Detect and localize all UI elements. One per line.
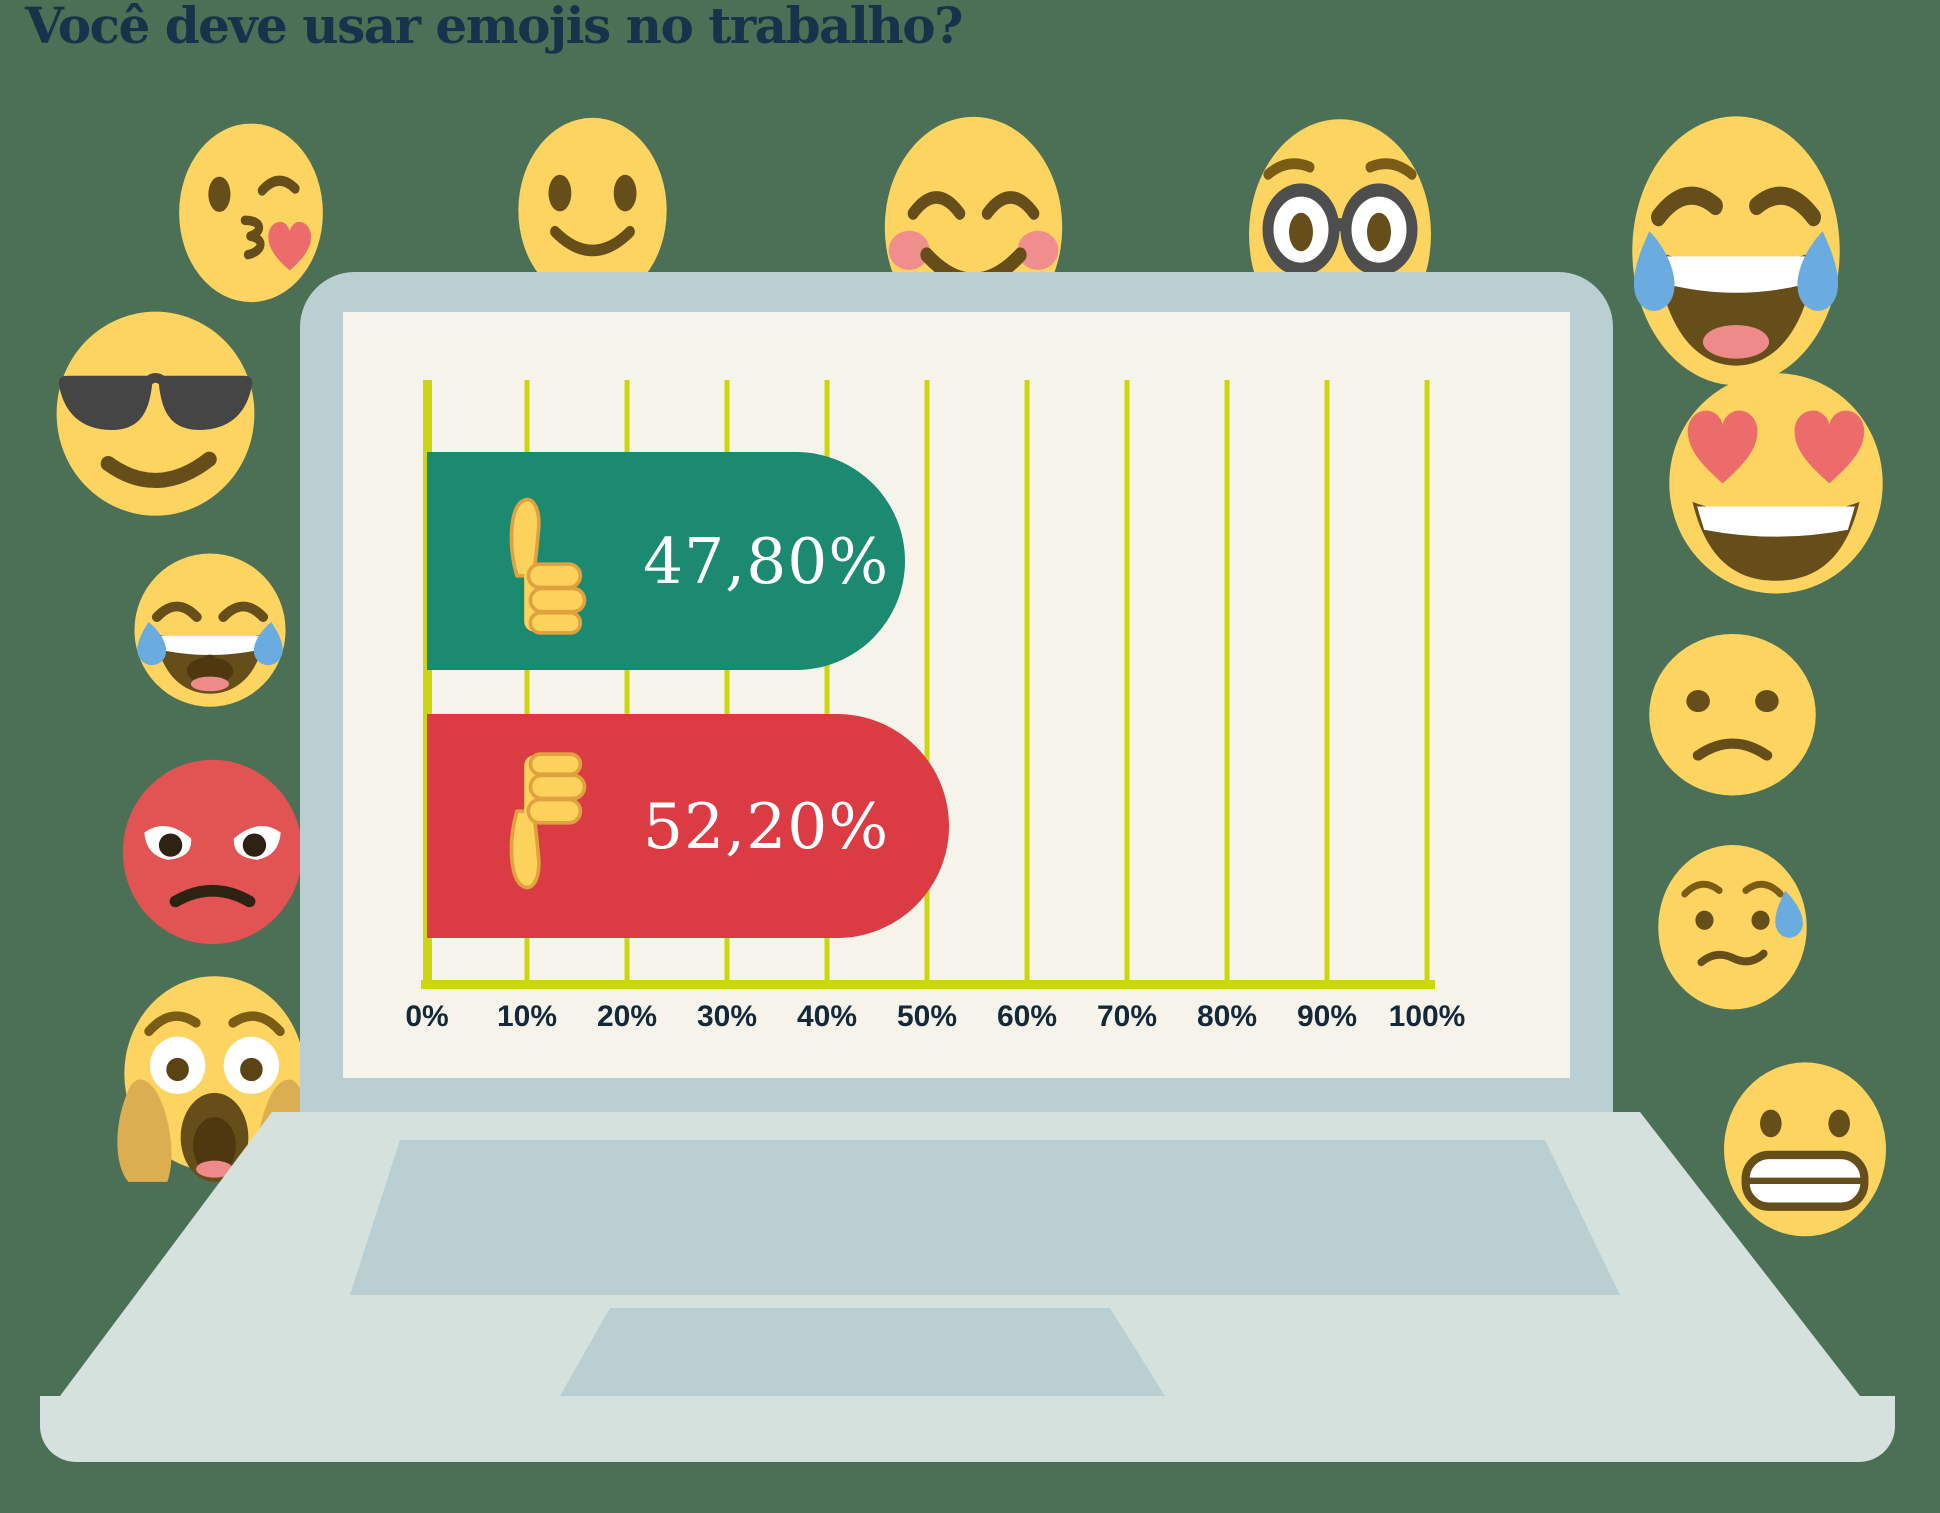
sad-but-relieved-face-icon <box>1650 838 1815 1013</box>
chart-plot-area: 47,80% 52,20% <box>421 380 1435 989</box>
x-axis-tick-label: 80% <box>1196 1000 1258 1033</box>
x-axis-ticks: 0% 10% 20% 30% 40% 50% 60% 70% 80% 90% 100% <box>405 1000 1465 1040</box>
x-axis-tick-label: 0% <box>405 1000 449 1033</box>
angry-face-icon <box>115 753 310 947</box>
laughing-face-with-tears-icon <box>127 547 293 710</box>
gridline <box>824 380 830 980</box>
gridline <box>1324 380 1330 980</box>
gridline <box>1424 380 1430 980</box>
y-axis-line <box>423 380 432 989</box>
page-title: Você deve usar emojis no trabalho? <box>25 0 963 55</box>
x-axis-line <box>421 980 1435 989</box>
laptop-base <box>40 1396 1895 1462</box>
grimacing-face-icon <box>1715 1055 1895 1240</box>
laptop-trackpad <box>560 1308 1165 1396</box>
x-axis-tick-label: 10% <box>496 1000 558 1033</box>
gridline <box>1224 380 1230 980</box>
gridline <box>524 380 530 980</box>
x-axis-tick-label: 90% <box>1296 1000 1358 1033</box>
gridline <box>1124 380 1130 980</box>
laptop-screen: 47,80% 52,20% 0% 10% 20% 30% 40% 50% 60% 70% 80%… <box>343 312 1570 1078</box>
frowning-face-icon <box>1642 628 1823 798</box>
bar-value-label-down: 52,20% <box>643 789 890 863</box>
x-axis-tick-label: 30% <box>696 1000 758 1033</box>
slightly-smiling-face-icon <box>511 112 674 305</box>
gridline <box>924 380 930 980</box>
smiling-face-with-sunglasses-icon <box>48 303 263 520</box>
x-axis-tick-label: 100% <box>1388 1000 1466 1033</box>
laptop-keyboard <box>350 1140 1620 1295</box>
face-screaming-in-fear-icon <box>112 972 317 1184</box>
x-axis-tick-label: 20% <box>596 1000 658 1033</box>
face-blowing-a-kiss-icon <box>172 118 330 304</box>
gridline <box>724 380 730 980</box>
thumbs-down-icon <box>493 752 597 900</box>
gridline <box>1024 380 1030 980</box>
thumbs-up-icon <box>493 487 597 635</box>
smiling-face-with-heart-eyes-icon <box>1660 365 1892 597</box>
bar-value-label-up: 47,80% <box>643 524 890 598</box>
bar-thumbs-up: 47,80% <box>427 452 905 670</box>
x-axis-tick-label: 50% <box>896 1000 958 1033</box>
x-axis-tick-label: 40% <box>796 1000 858 1033</box>
face-with-tears-of-joy-icon <box>1622 108 1850 388</box>
x-axis-tick-label: 70% <box>1096 1000 1158 1033</box>
gridline <box>624 380 630 980</box>
bar-thumbs-down: 52,20% <box>427 714 949 938</box>
x-axis-tick-label: 60% <box>996 1000 1058 1033</box>
